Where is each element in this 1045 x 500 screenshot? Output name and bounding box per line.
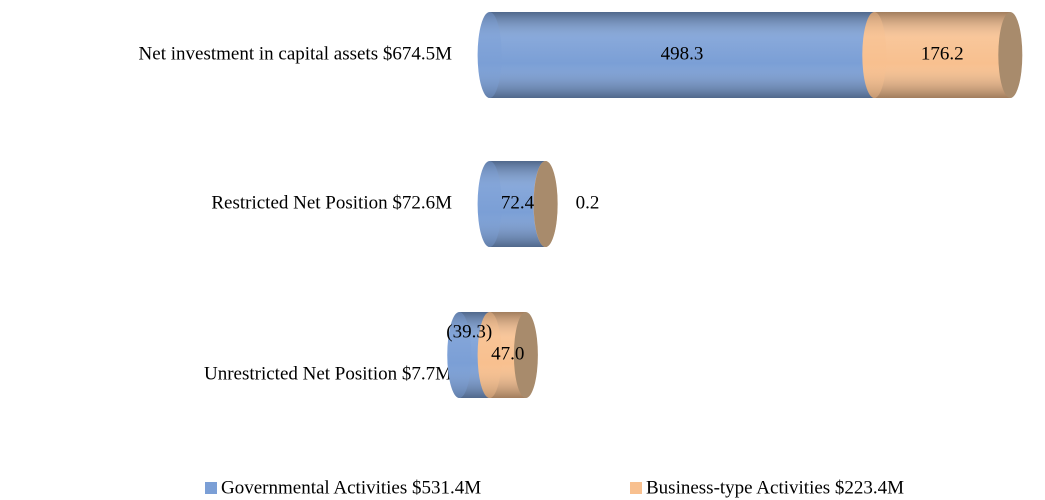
- legend-label: Governmental Activities $531.4M: [221, 477, 481, 498]
- data-label: 72.4: [501, 192, 535, 213]
- data-label: 47.0: [491, 343, 524, 364]
- legend-swatch: [630, 482, 642, 494]
- data-label: 498.3: [661, 43, 704, 64]
- legend-label: Business-type Activities $223.4M: [646, 477, 904, 498]
- bar-end: [513, 312, 538, 398]
- segment-cap-shade: [862, 12, 887, 98]
- category-label: Unrestricted Net Position $7.7M: [204, 363, 452, 384]
- segment-cap-shade: [447, 312, 472, 398]
- segment-cap-shade: [477, 312, 502, 398]
- bar-segment: [477, 12, 875, 98]
- data-label: (39.3): [446, 321, 492, 342]
- category-label: Restricted Net Position $72.6M: [211, 192, 452, 213]
- segment-cap-shade: [477, 12, 502, 98]
- segment-shade: [874, 12, 1011, 98]
- segment-shade: [489, 12, 875, 98]
- bar-segment: [862, 12, 1011, 98]
- data-label: 0.2: [576, 192, 600, 213]
- bar-end: [533, 161, 558, 247]
- data-label: 176.2: [921, 43, 964, 64]
- bar-end: [998, 12, 1023, 98]
- segment-cap-shade: [477, 161, 502, 247]
- legend-swatch: [205, 482, 217, 494]
- category-label: Net investment in capital assets $674.5M: [139, 43, 453, 64]
